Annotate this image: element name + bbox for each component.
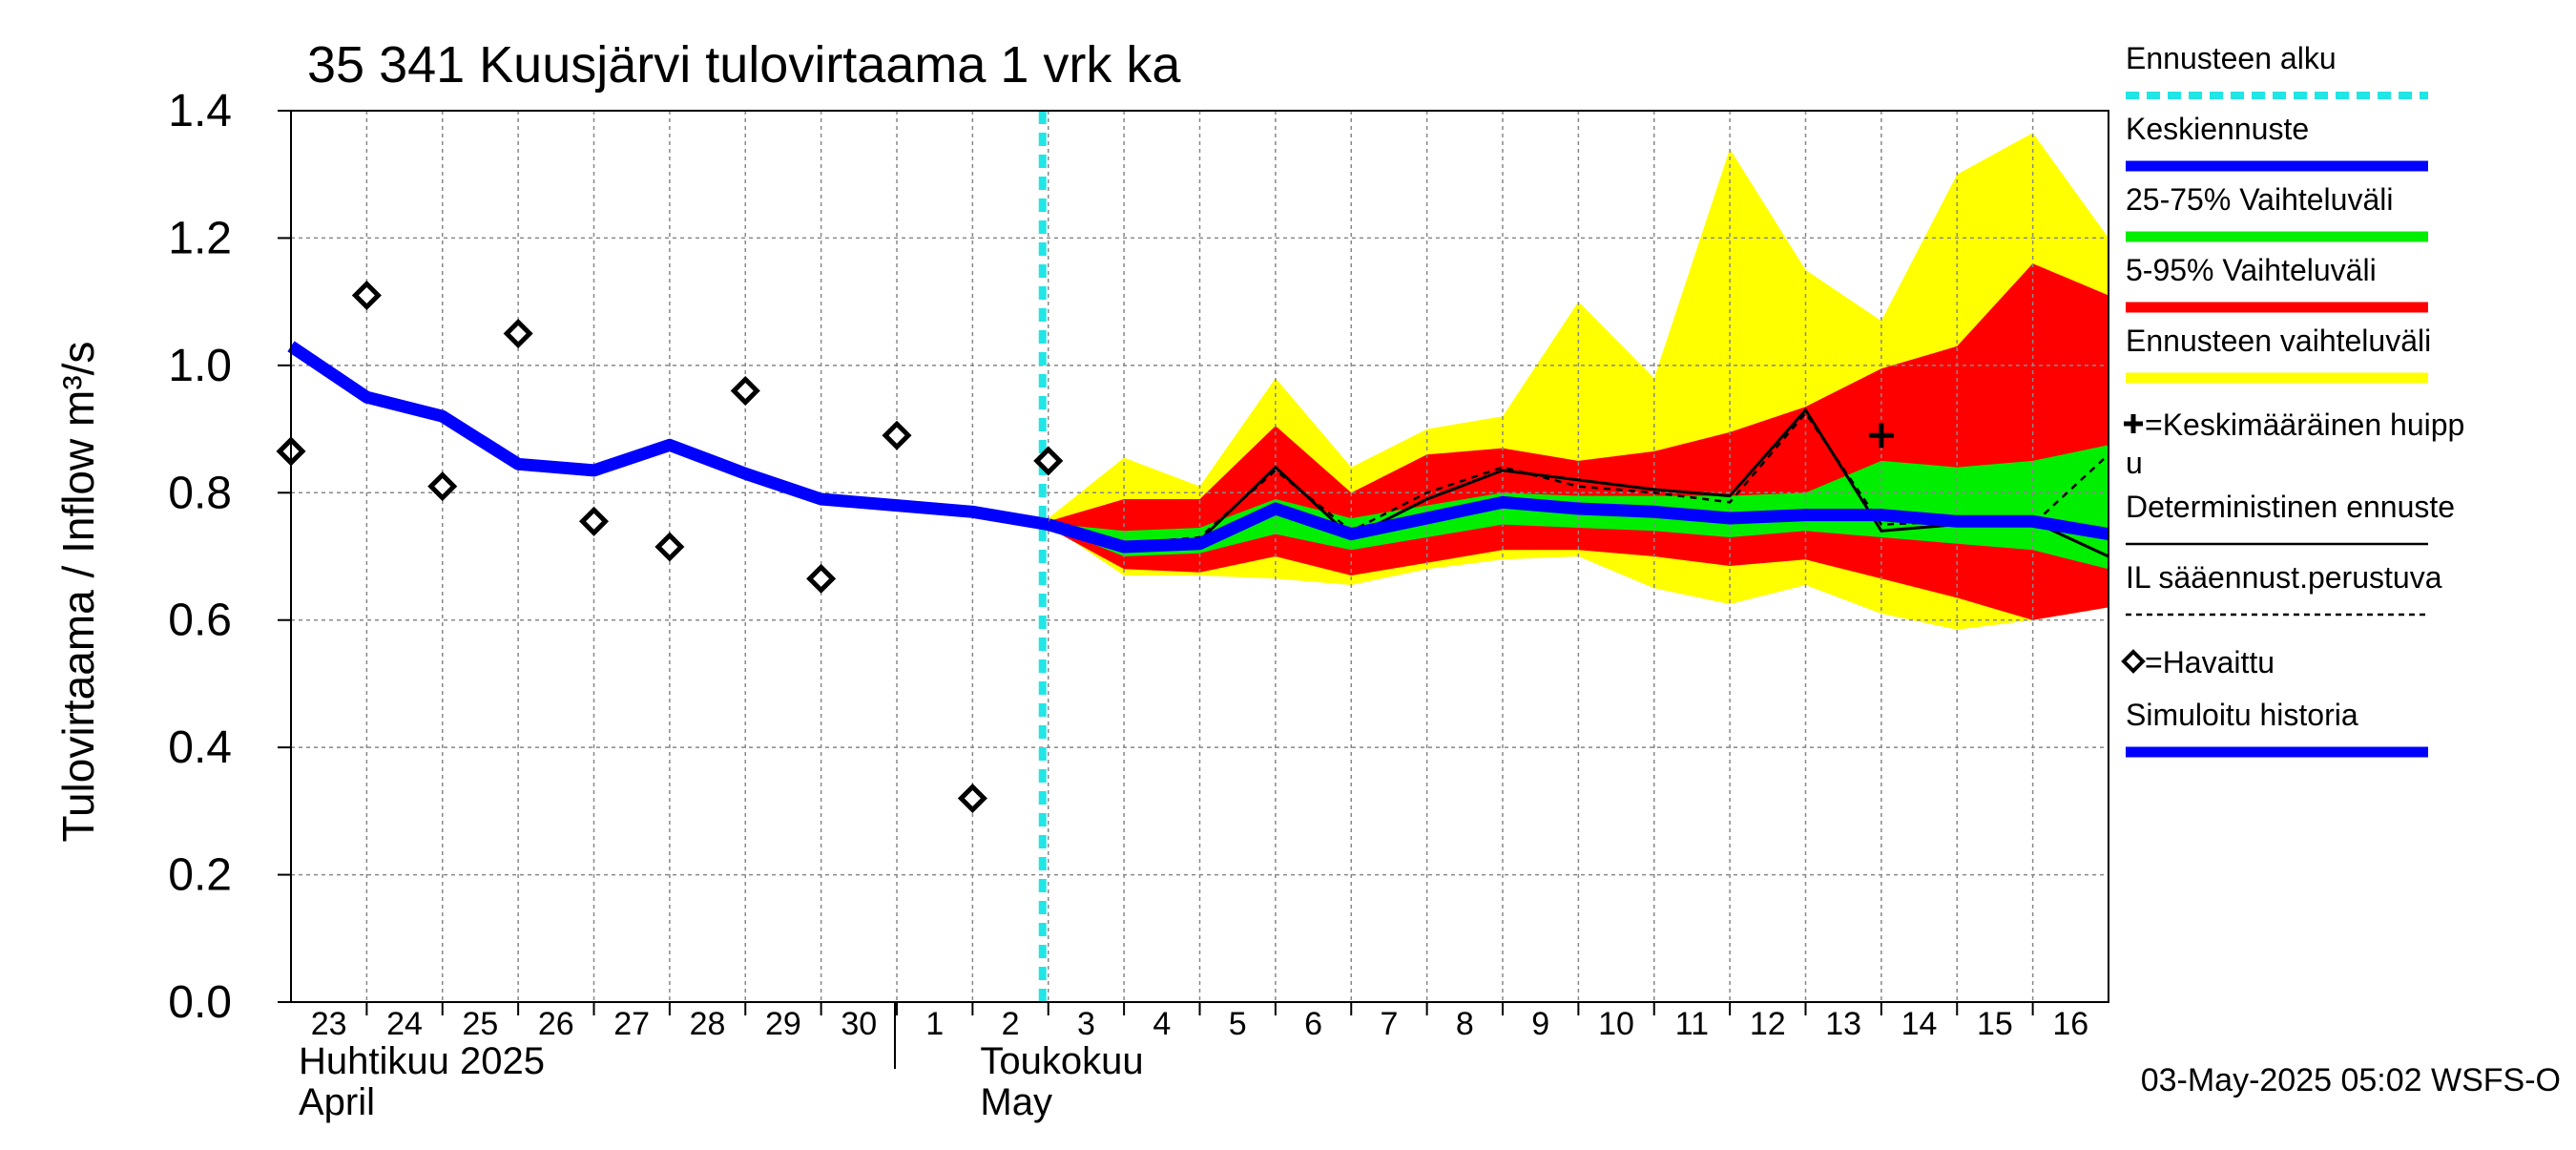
x-tick-label: 29 <box>765 1006 801 1042</box>
month-label-fi: Huhtikuu 2025 <box>299 1040 545 1082</box>
x-tick-label: 6 <box>1304 1006 1322 1042</box>
x-tick-label: 2 <box>1002 1006 1020 1042</box>
y-tick-label: 1.0 <box>168 341 232 391</box>
observed-marker <box>654 532 685 562</box>
legend-label: Ennusteen alku <box>2126 41 2337 75</box>
x-tick-label: 11 <box>1675 1006 1709 1042</box>
y-tick-label: 0.8 <box>168 468 232 518</box>
x-tick-label: 25 <box>463 1006 499 1042</box>
mean-peak-marker <box>1868 423 1894 449</box>
x-tick-label: 24 <box>386 1006 423 1042</box>
legend-label: 5-95% Vaihteluväli <box>2126 253 2377 287</box>
x-tick-label: 3 <box>1077 1006 1095 1042</box>
month-label-en: May <box>980 1081 1052 1123</box>
x-tick-label: 26 <box>538 1006 574 1042</box>
x-tick-label: 13 <box>1825 1006 1861 1042</box>
legend-label: Keskiennuste <box>2126 112 2309 146</box>
observed-marker <box>882 420 912 450</box>
x-tick-label: 15 <box>1977 1006 2013 1042</box>
observed-marker <box>578 506 610 536</box>
x-tick-label: 5 <box>1229 1006 1247 1042</box>
legend-label: =Havaittu <box>2145 645 2275 680</box>
x-tick-label: 14 <box>1901 1006 1938 1042</box>
observed-marker <box>730 376 760 407</box>
y-tick-label: 0.2 <box>168 850 232 901</box>
observed-marker <box>957 783 987 814</box>
legend-label: Ennusteen vaihteluväli <box>2126 324 2431 358</box>
y-tick-label: 0.6 <box>168 596 232 646</box>
chart-title: 35 341 Kuusjärvi tulovirtaama 1 vrk ka <box>307 36 1181 94</box>
x-tick-label: 7 <box>1380 1006 1398 1042</box>
month-label-fi: Toukokuu <box>980 1040 1143 1082</box>
y-tick-label: 0.0 <box>168 977 232 1028</box>
grid-lines <box>291 110 2109 1002</box>
y-axis-label: Tulovirtaama / Inflow m³/s <box>53 342 103 843</box>
x-tick-label: 12 <box>1750 1006 1786 1042</box>
legend-diamond <box>2121 649 2146 674</box>
legend-label: IL sääennust.perustuva <box>2126 560 2442 595</box>
y-tick-label: 0.4 <box>168 722 232 773</box>
x-tick-label: 30 <box>841 1006 877 1042</box>
y-tick-label: 1.4 <box>168 86 232 136</box>
observed-marker <box>806 563 837 594</box>
x-tick-label: 8 <box>1456 1006 1474 1042</box>
legend-label: 25-75% Vaihteluväli <box>2126 182 2393 217</box>
axes: 0.00.20.40.60.81.01.21.423 24 25 26 27 28 29 30… <box>168 86 2109 1123</box>
legend: Ennusteen alku Keskiennuste 25-75% Vaihtel… <box>2121 41 2464 758</box>
legend-label: Simuloitu historia <box>2126 698 2358 732</box>
series-lines <box>287 111 2110 1002</box>
observed-marker <box>427 471 458 502</box>
x-tick-label: 16 <box>2052 1006 2088 1042</box>
x-tick-label: 1 <box>925 1006 944 1042</box>
month-label-en: April <box>299 1081 375 1123</box>
observed-marker <box>503 318 533 349</box>
x-tick-label: 4 <box>1153 1006 1171 1042</box>
x-tick-label: 28 <box>690 1006 726 1042</box>
x-tick-label: 10 <box>1598 1006 1634 1042</box>
x-tick-label: 9 <box>1531 1006 1549 1042</box>
observed-marker <box>1033 446 1064 476</box>
observed-marker <box>351 280 382 311</box>
observed-markers <box>276 280 1894 814</box>
legend-label: =Keskimääräinen huipp <box>2145 408 2464 442</box>
mean-forecast-line <box>1046 495 2110 554</box>
simulated-history-line <box>287 341 1049 532</box>
x-tick-label: 27 <box>613 1006 650 1042</box>
deterministic-forecast-line <box>1048 408 2109 558</box>
y-tick-label: 1.2 <box>168 213 232 263</box>
x-tick-label: 23 <box>311 1006 347 1042</box>
timestamp-label: 03-May-2025 05:02 WSFS-O <box>2141 1062 2561 1098</box>
legend-label: u <box>2126 446 2143 480</box>
legend-label: Deterministinen ennuste <box>2126 490 2455 524</box>
